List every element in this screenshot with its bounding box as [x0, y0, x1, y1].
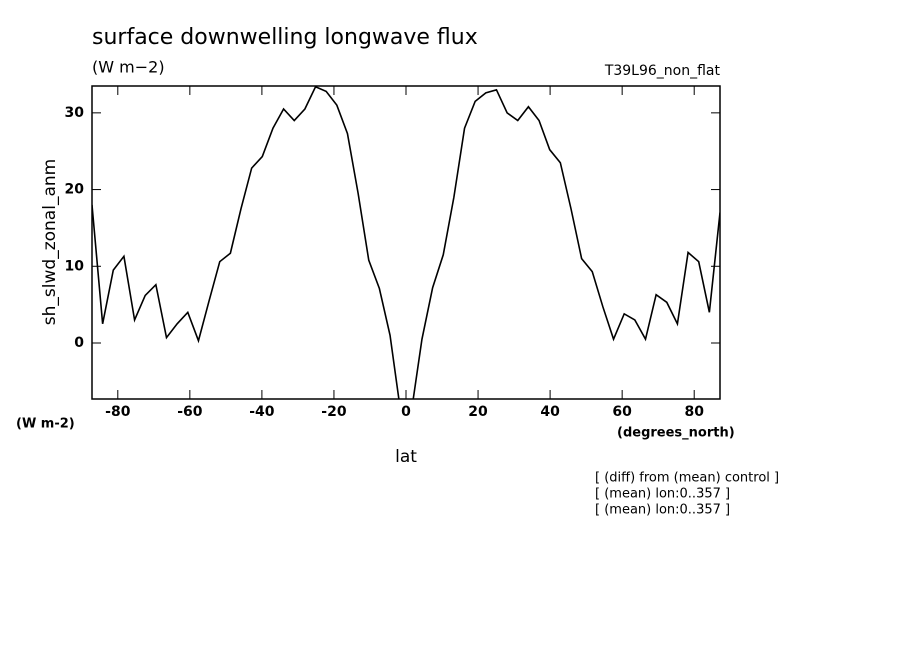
x-tick-label: 60	[612, 404, 632, 420]
annotation: [ (diff) from (mean) control ]	[595, 471, 779, 486]
y-units: (W m-2)	[16, 417, 75, 432]
chart-title: surface downwelling longwave flux	[92, 25, 478, 50]
x-tick-label: -20	[321, 404, 347, 420]
annotation: [ (mean) lon:0..357 ]	[595, 503, 730, 518]
x-units: (degrees_north)	[617, 426, 735, 441]
run-label: T39L96_non_flat	[604, 63, 721, 79]
y-tick-label: 10	[65, 258, 85, 274]
x-tick-label: -40	[249, 404, 275, 420]
plot-frame	[91, 85, 721, 400]
y-tick-label: 0	[74, 335, 84, 351]
x-tick-label: -60	[177, 404, 203, 420]
y-axis-label: sh_slwd_zonal_anm	[40, 159, 60, 325]
x-tick-label: -80	[105, 404, 131, 420]
y-tick-label: 20	[65, 182, 85, 198]
x-axis-label: lat	[395, 447, 417, 467]
x-tick-label: 20	[468, 404, 488, 420]
x-tick-label: 40	[540, 404, 560, 420]
subtitle: (W m−2)	[92, 58, 165, 77]
x-tick-label: 0	[401, 404, 411, 420]
y-tick-label: 30	[65, 105, 85, 121]
annotation: [ (mean) lon:0..357 ]	[595, 487, 730, 502]
data-line	[92, 86, 720, 399]
x-tick-label: 80	[684, 404, 704, 420]
